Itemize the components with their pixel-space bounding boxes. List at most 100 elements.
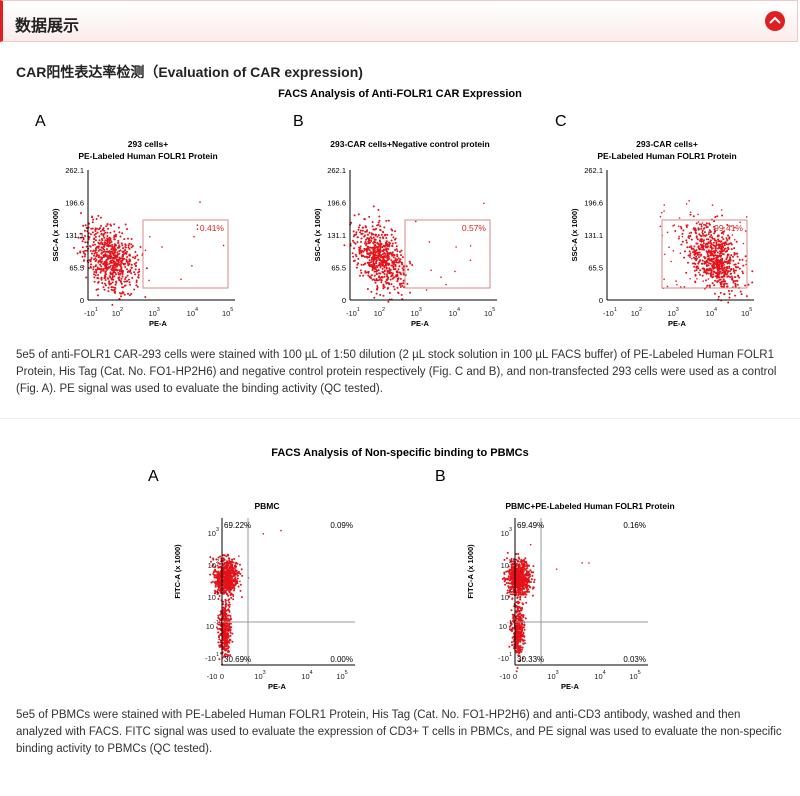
event-dot bbox=[519, 591, 522, 594]
event-dot bbox=[381, 256, 384, 259]
event-dot bbox=[723, 269, 725, 272]
event-dot bbox=[370, 251, 372, 254]
event-dot bbox=[522, 560, 524, 563]
event-dot bbox=[523, 560, 526, 563]
event-dot bbox=[512, 585, 515, 588]
event-dot bbox=[521, 619, 524, 622]
event-dot bbox=[526, 573, 529, 576]
event-dot bbox=[389, 278, 392, 281]
event-dot bbox=[706, 246, 709, 249]
event-dot bbox=[375, 227, 378, 230]
x-axis-label: PE-A bbox=[268, 682, 287, 691]
event-dot bbox=[509, 575, 512, 578]
event-dot bbox=[723, 248, 726, 251]
event-dot bbox=[105, 263, 108, 266]
event-dot bbox=[514, 605, 517, 608]
event-dot bbox=[372, 248, 375, 250]
event-dot bbox=[374, 256, 377, 259]
event-dot bbox=[722, 285, 725, 288]
event-dot bbox=[235, 565, 238, 568]
event-dot bbox=[227, 564, 230, 567]
event-dot bbox=[381, 263, 384, 266]
event-dot bbox=[224, 619, 227, 622]
event-dot bbox=[515, 642, 518, 645]
event-dot bbox=[218, 645, 221, 648]
event-dot bbox=[394, 237, 397, 240]
event-dot bbox=[523, 575, 526, 578]
event-dot bbox=[226, 585, 228, 588]
event-dot bbox=[79, 232, 82, 235]
event-dot bbox=[134, 268, 137, 271]
y-tick-label: 262.1 bbox=[327, 166, 346, 175]
event-dot bbox=[398, 271, 401, 274]
event-dot bbox=[112, 272, 114, 274]
event-dot bbox=[518, 610, 520, 613]
event-dot bbox=[709, 274, 712, 277]
event-dot bbox=[716, 266, 718, 268]
y-axis-label: SSC-A (x 1000) bbox=[313, 208, 322, 262]
event-dot bbox=[517, 648, 520, 651]
event-dot bbox=[700, 246, 703, 249]
event-dot bbox=[131, 245, 134, 247]
event-dot bbox=[385, 249, 388, 252]
event-dot bbox=[514, 581, 517, 584]
event-dot bbox=[523, 563, 526, 566]
event-dot bbox=[225, 648, 227, 651]
event-dot bbox=[514, 571, 517, 574]
event-dot bbox=[112, 249, 115, 252]
event-dot bbox=[217, 579, 220, 582]
event-dot bbox=[227, 585, 230, 588]
event-dot bbox=[228, 571, 231, 574]
event-dot bbox=[707, 251, 710, 254]
event-dot bbox=[219, 591, 222, 594]
event-dot bbox=[228, 641, 231, 644]
event-dot bbox=[112, 257, 115, 260]
event-dot bbox=[685, 239, 688, 242]
event-dot bbox=[233, 572, 236, 575]
collapse-button[interactable] bbox=[764, 10, 786, 32]
event-dot bbox=[385, 263, 388, 266]
event-dot bbox=[226, 632, 229, 635]
event-dot bbox=[516, 623, 519, 626]
event-dot bbox=[514, 627, 517, 630]
event-dot bbox=[394, 259, 397, 262]
event-dot bbox=[100, 241, 103, 244]
event-dot bbox=[87, 237, 90, 240]
event-dot bbox=[360, 237, 363, 240]
event-dot bbox=[114, 261, 117, 264]
tick-exp: 5 bbox=[749, 307, 752, 313]
event-dot bbox=[222, 592, 225, 595]
event-dot bbox=[360, 249, 363, 252]
event-dot bbox=[514, 628, 517, 631]
event-dot bbox=[138, 268, 141, 271]
event-dot bbox=[213, 574, 216, 577]
event-dot bbox=[714, 254, 717, 257]
event-dot bbox=[709, 258, 712, 261]
event-dot bbox=[514, 637, 517, 640]
plot-title: 293 cells+ bbox=[128, 139, 168, 149]
event-dot bbox=[224, 565, 227, 568]
event-dot bbox=[751, 281, 754, 284]
event-dot bbox=[228, 622, 231, 625]
event-dot bbox=[717, 298, 720, 301]
y-tick-label: 196.6 bbox=[327, 199, 346, 208]
event-dot bbox=[386, 242, 388, 245]
event-dot bbox=[226, 654, 229, 657]
event-dot bbox=[726, 239, 729, 242]
event-dot bbox=[512, 566, 515, 569]
event-dot bbox=[519, 650, 522, 653]
event-dot bbox=[516, 636, 518, 639]
event-dot bbox=[88, 259, 91, 262]
event-dot bbox=[223, 612, 226, 615]
event-dot bbox=[222, 572, 224, 574]
event-dot bbox=[224, 575, 227, 578]
event-dot bbox=[517, 632, 520, 634]
event-dot bbox=[515, 628, 518, 631]
event-dot bbox=[520, 631, 523, 634]
event-dot bbox=[387, 241, 390, 244]
event-dot bbox=[225, 570, 228, 573]
event-dot bbox=[124, 252, 127, 255]
event-dot bbox=[379, 245, 382, 248]
event-dot bbox=[717, 275, 720, 277]
event-dot bbox=[703, 223, 706, 226]
